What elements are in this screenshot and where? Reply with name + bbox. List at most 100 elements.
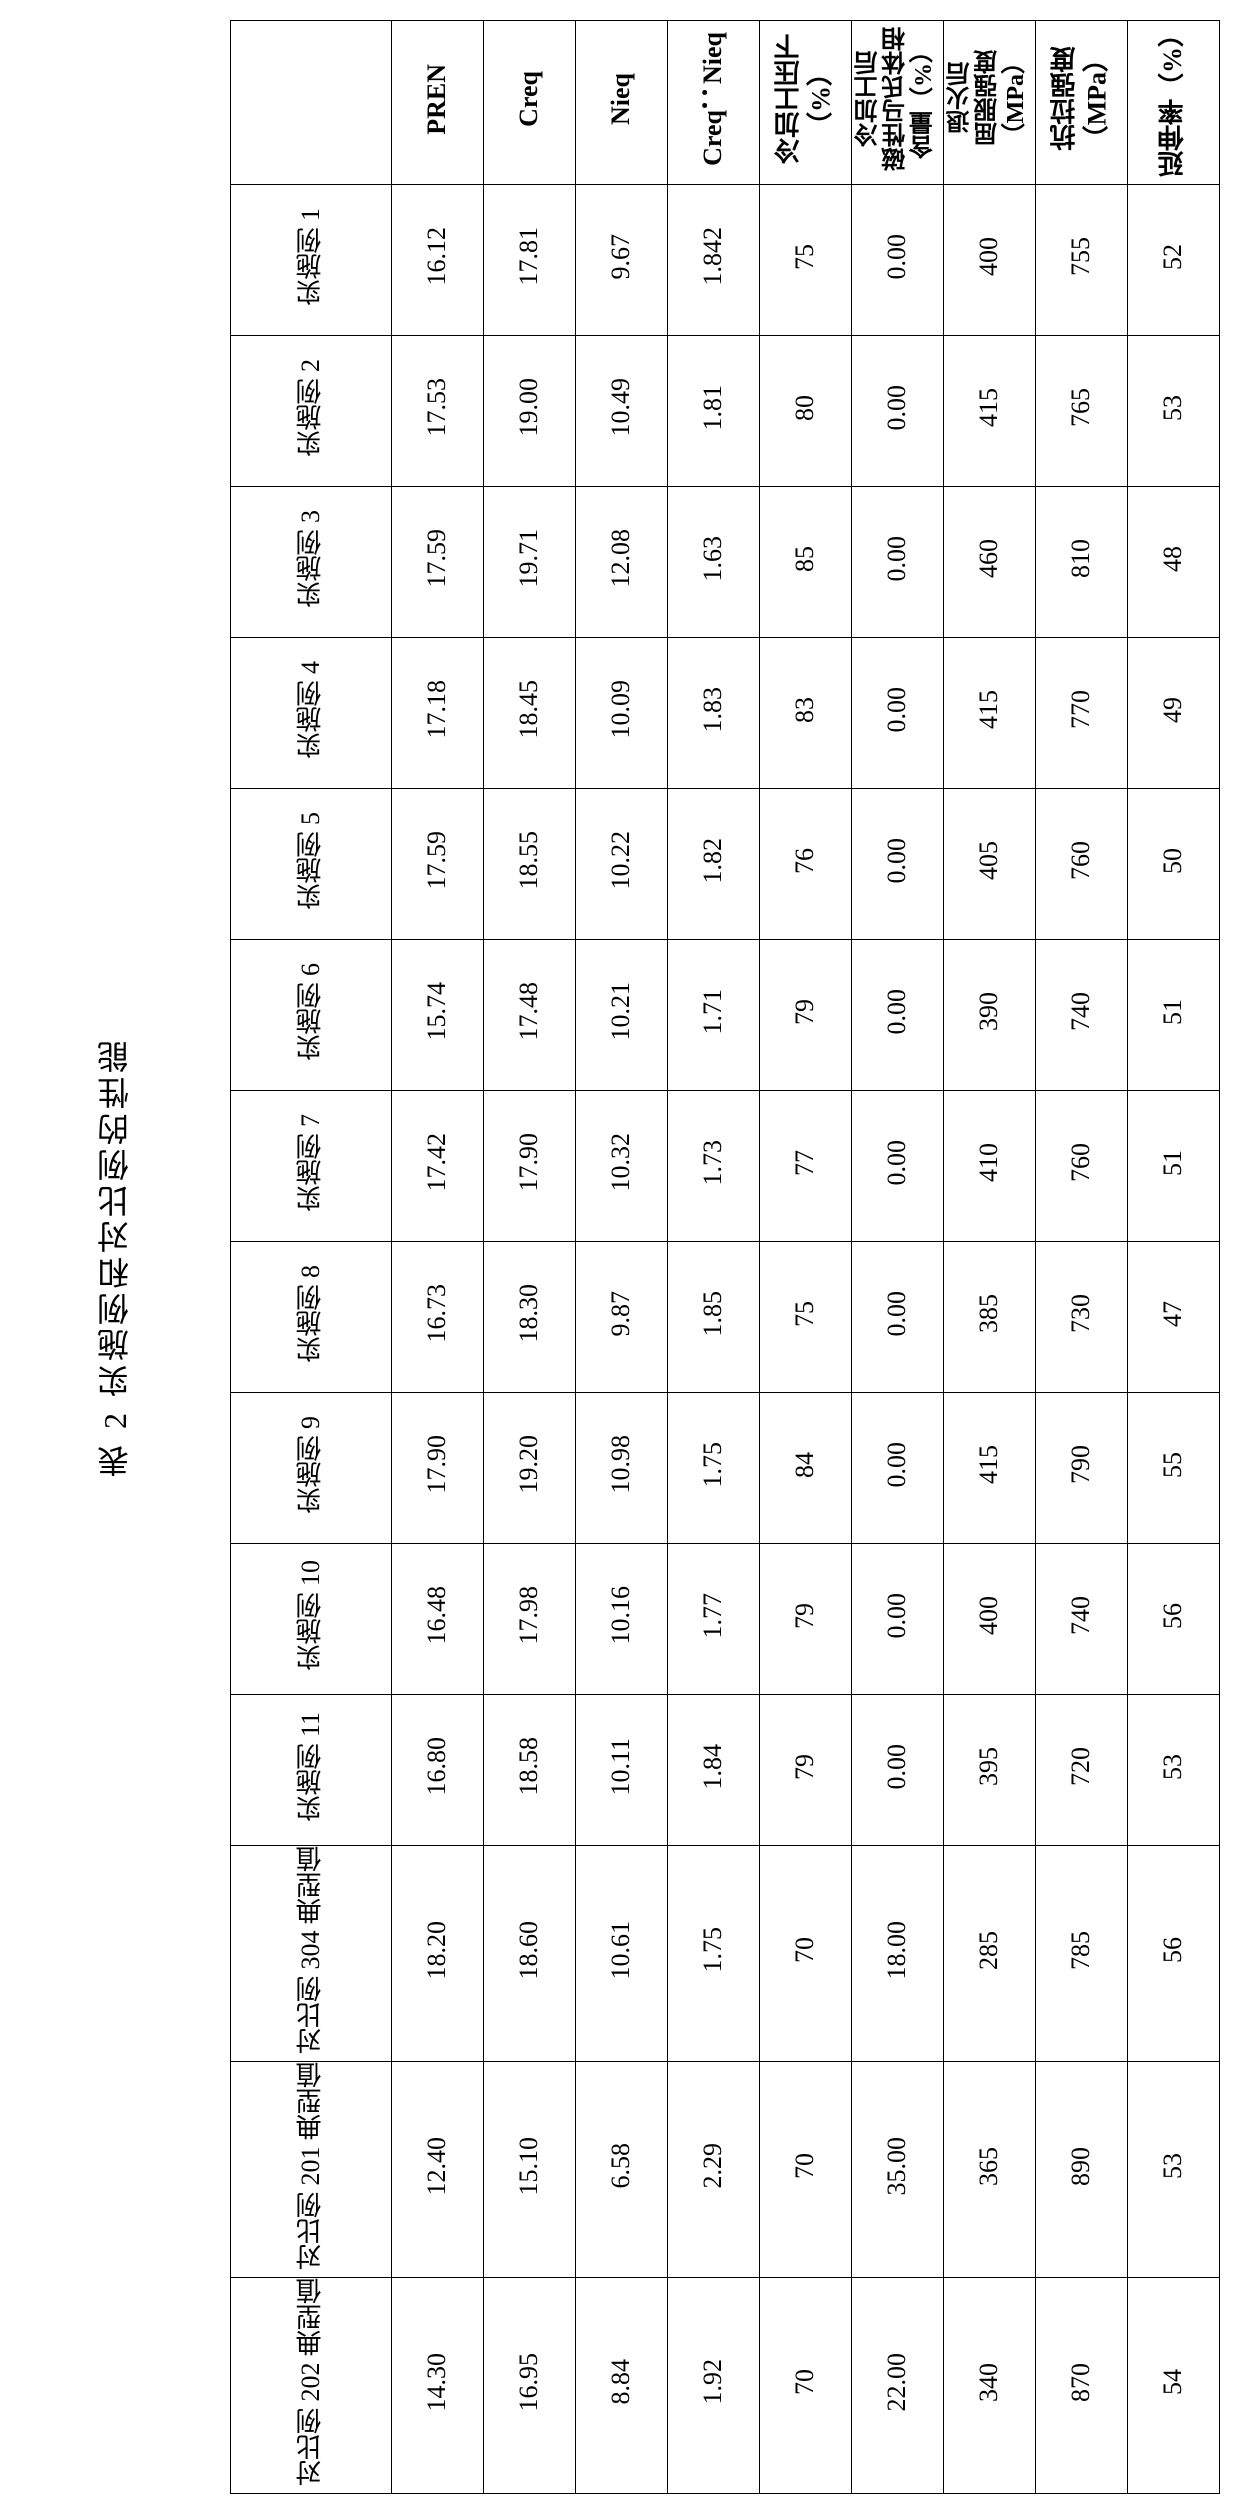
table-row: 实施例 1116.8018.5810.111.84790.0039572053 — [231, 1695, 1220, 1846]
row-label-text: 实施例 5 — [293, 812, 329, 910]
table-cell: 415 — [944, 638, 1036, 789]
cell-value: 51 — [1155, 999, 1191, 1025]
table-cell: 765 — [1036, 336, 1128, 487]
cell-value: 890 — [1063, 2147, 1099, 2186]
table-cell: 18.58 — [484, 1695, 576, 1846]
table-cell: 50 — [1128, 789, 1220, 940]
table-cell: 785 — [1036, 1846, 1128, 2062]
cell-value: 9.87 — [603, 1291, 639, 1337]
table-row: 对比例 304 典型值18.2018.6010.611.757018.00285… — [231, 1846, 1220, 2062]
table-cell: 400 — [944, 185, 1036, 336]
table-cell: 1.85 — [668, 1242, 760, 1393]
cell-value: 17.18 — [419, 680, 455, 739]
cell-value: 55 — [1155, 1452, 1191, 1478]
table-cell: 17.18 — [392, 638, 484, 789]
cell-value: 22.00 — [879, 2353, 915, 2412]
cell-value: 1.73 — [695, 1140, 731, 1186]
cell-value: 10.22 — [603, 831, 639, 890]
cell-value: 400 — [971, 1596, 1007, 1635]
cell-value: 0.00 — [879, 385, 915, 431]
table-cell: 17.90 — [484, 1091, 576, 1242]
table-cell: 19.71 — [484, 487, 576, 638]
row-label: 实施例 11 — [231, 1695, 392, 1846]
table-cell: 18.60 — [484, 1846, 576, 2062]
cell-value: 19.00 — [511, 378, 547, 437]
cell-value: 1.92 — [695, 2359, 731, 2405]
cell-value: 6.58 — [603, 2143, 639, 2189]
table-cell: 395 — [944, 1695, 1036, 1846]
header-cold-reduction: 冷加工压下 （%） — [760, 21, 852, 185]
table-cell: 460 — [944, 487, 1036, 638]
table-cell: 9.67 — [576, 185, 668, 336]
cell-value: 79 — [787, 1754, 823, 1780]
cell-value: 70 — [787, 2153, 823, 2179]
cell-value: 17.59 — [419, 529, 455, 588]
table-cell: 415 — [944, 336, 1036, 487]
table-cell: 70 — [760, 1846, 852, 2062]
table-cell: 18.55 — [484, 789, 576, 940]
row-label: 实施例 8 — [231, 1242, 392, 1393]
cell-value: 415 — [971, 690, 1007, 729]
cell-value: 17.90 — [419, 1435, 455, 1494]
row-label: 实施例 4 — [231, 638, 392, 789]
table-cell: 17.81 — [484, 185, 576, 336]
cell-value: 790 — [1063, 1445, 1099, 1484]
cell-value: 0.00 — [879, 1140, 915, 1186]
cell-value: 1.85 — [695, 1291, 731, 1337]
table-cell: 1.842 — [668, 185, 760, 336]
table-cell: 730 — [1036, 1242, 1128, 1393]
table-cell: 75 — [760, 1242, 852, 1393]
table-cell: 84 — [760, 1393, 852, 1544]
cell-value: 1.75 — [695, 1927, 731, 1973]
cell-value: 720 — [1063, 1747, 1099, 1786]
cell-value: 0.00 — [879, 1291, 915, 1337]
cell-value: 285 — [971, 1931, 1007, 1970]
row-label: 实施例 1 — [231, 185, 392, 336]
table-row: 实施例 217.5319.0010.491.81800.0041576553 — [231, 336, 1220, 487]
table-cell: 770 — [1036, 638, 1128, 789]
table-cell: 79 — [760, 1695, 852, 1846]
cell-value: 10.98 — [603, 1435, 639, 1494]
cell-value: 17.48 — [511, 982, 547, 1041]
row-label-text: 实施例 1 — [293, 208, 329, 306]
cell-value: 760 — [1063, 841, 1099, 880]
cell-value: 0.00 — [879, 1744, 915, 1790]
table-cell: 0.00 — [852, 638, 944, 789]
cell-value: 1.82 — [695, 838, 731, 884]
cell-value: 730 — [1063, 1294, 1099, 1333]
cell-value: 17.42 — [419, 1133, 455, 1192]
cell-value: 18.58 — [511, 1737, 547, 1796]
table-row: 实施例 917.9019.2010.981.75840.0041579055 — [231, 1393, 1220, 1544]
cell-value: 52 — [1155, 244, 1191, 270]
table-cell: 79 — [760, 1544, 852, 1695]
table-cell: 6.58 — [576, 2062, 668, 2278]
table-row: 实施例 717.4217.9010.321.73770.0041076051 — [231, 1091, 1220, 1242]
table-cell: 12.08 — [576, 487, 668, 638]
cell-value: 10.11 — [603, 1738, 639, 1796]
cell-value: 1.81 — [695, 385, 731, 431]
cell-value: 70 — [787, 2369, 823, 2395]
cell-value: 51 — [1155, 1150, 1191, 1176]
table-row: 实施例 816.7318.309.871.85750.0038573047 — [231, 1242, 1220, 1393]
table-cell: 56 — [1128, 1846, 1220, 2062]
cell-value: 10.32 — [603, 1133, 639, 1192]
cell-value: 0.00 — [879, 1442, 915, 1488]
cell-value: 19.20 — [511, 1435, 547, 1494]
cell-value: 785 — [1063, 1931, 1099, 1970]
cell-value: 17.90 — [511, 1133, 547, 1192]
row-label: 实施例 7 — [231, 1091, 392, 1242]
row-label: 实施例 6 — [231, 940, 392, 1091]
table-row: 实施例 116.1217.819.671.842750.0040075552 — [231, 185, 1220, 336]
cell-value: 12.08 — [603, 529, 639, 588]
cell-value: 16.73 — [419, 1284, 455, 1343]
table-cell: 10.21 — [576, 940, 668, 1091]
cell-value: 0.00 — [879, 838, 915, 884]
row-label-text: 实施例 8 — [293, 1265, 329, 1363]
caption-column: 表 2 实施例和对比例的性能 — [0, 0, 230, 2514]
cell-value: 1.63 — [695, 536, 731, 582]
cell-value: 10.16 — [603, 1586, 639, 1645]
cell-value: 56 — [1155, 1937, 1191, 1963]
cell-value: 10.09 — [603, 680, 639, 739]
row-label-text: 对比例 202 典型值 — [293, 2278, 329, 2486]
table-cell: 870 — [1036, 2278, 1128, 2494]
